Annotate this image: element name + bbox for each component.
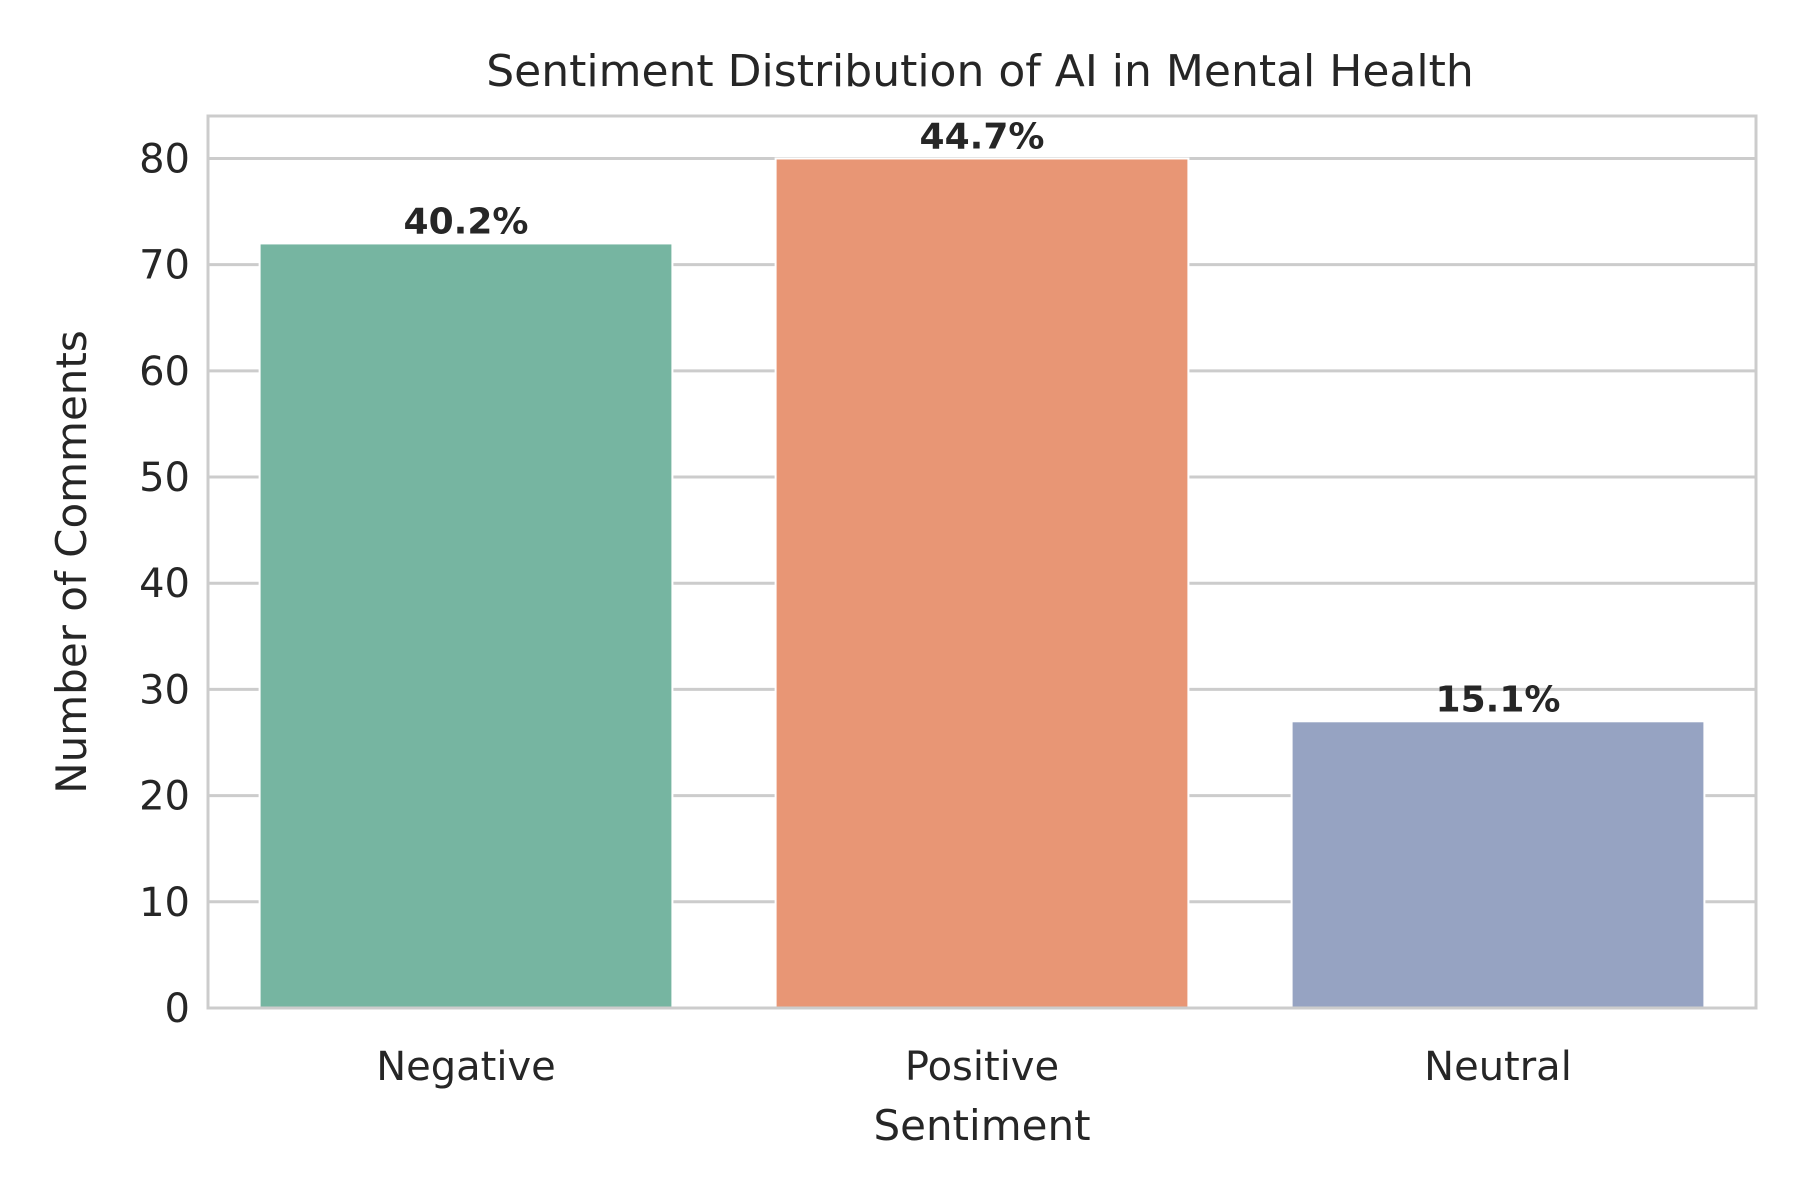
y-tick-label: 0 (165, 986, 190, 1032)
bar-positive (774, 157, 1190, 1009)
y-tick-label: 70 (139, 243, 190, 289)
data-label: 15.1% (1436, 679, 1561, 720)
x-tick-label: Positive (905, 1044, 1059, 1090)
data-label: 40.2% (404, 201, 529, 242)
y-tick-label: 10 (139, 880, 190, 926)
y-axis-title: Number of Comments (47, 330, 96, 794)
y-axis-ticks: 0 10 20 30 40 50 60 70 80 (139, 136, 190, 1032)
y-tick-label: 60 (139, 349, 190, 395)
bar-neutral (1290, 720, 1706, 1009)
chart-title: Sentiment Distribution of AI in Mental H… (486, 46, 1474, 97)
y-tick-label: 40 (139, 561, 190, 607)
data-label: 44.7% (920, 116, 1045, 157)
y-tick-label: 20 (139, 774, 190, 820)
bar-negative (258, 242, 674, 1009)
data-labels: 40.2% 44.7% 15.1% (404, 116, 1561, 720)
y-tick-label: 30 (139, 667, 190, 713)
x-tick-label: Neutral (1424, 1044, 1572, 1090)
x-axis-ticks: Negative Positive Neutral (376, 1044, 1572, 1090)
bars (258, 157, 1706, 1009)
plot-frame (206, 114, 1758, 1010)
x-tick-label: Negative (376, 1044, 556, 1090)
y-tick-label: 80 (139, 136, 190, 182)
y-tick-label: 50 (139, 455, 190, 501)
x-axis-title: Sentiment (873, 1101, 1090, 1150)
